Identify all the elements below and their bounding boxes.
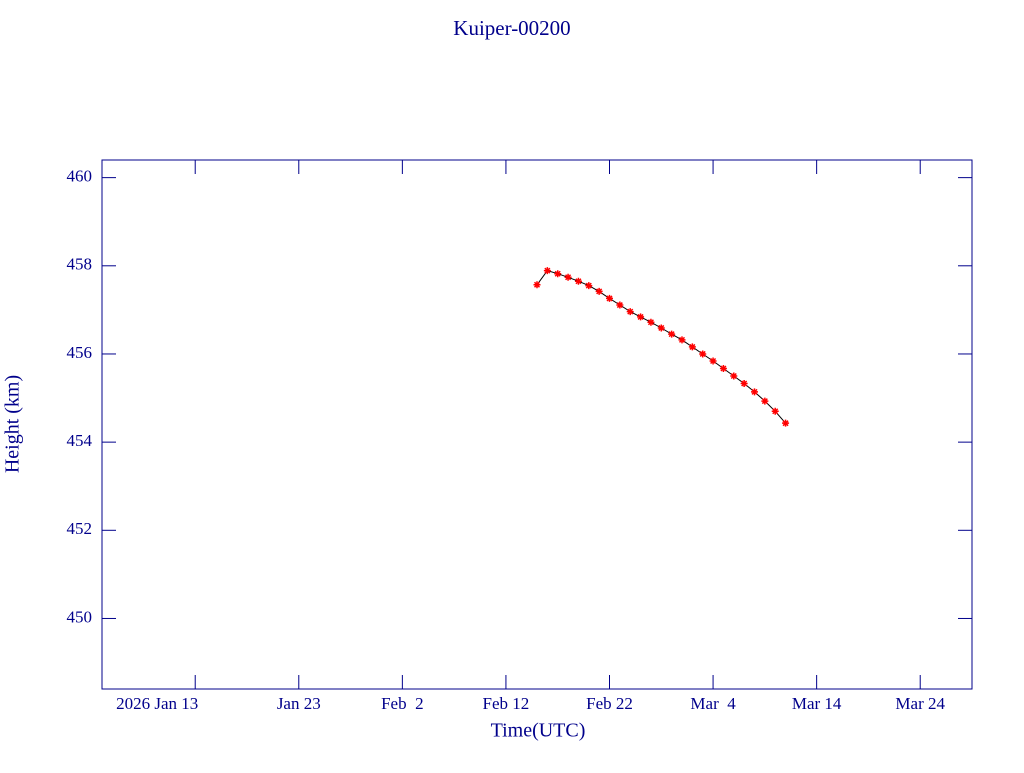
data-point	[554, 270, 562, 278]
data-point	[688, 343, 696, 351]
x-tick-label: 2026 Jan 13	[116, 694, 198, 713]
data-point	[585, 282, 593, 290]
x-tick-label: Feb 2	[381, 694, 424, 713]
y-tick-label: 450	[67, 607, 93, 626]
data-point	[626, 308, 634, 316]
data-point	[751, 388, 758, 396]
data-point	[771, 407, 779, 415]
y-tick-label: 458	[67, 255, 93, 274]
x-tick-label: Feb 12	[483, 694, 530, 713]
x-tick-label: Mar 14	[792, 694, 842, 713]
x-tick-label: Mar 4	[690, 694, 736, 713]
x-axis-label: Time(UTC)	[491, 720, 586, 742]
data-point	[740, 380, 748, 388]
data-point	[668, 330, 676, 338]
data-point	[761, 397, 769, 405]
x-tick-label: Feb 22	[586, 694, 633, 713]
y-tick-label: 452	[67, 519, 93, 538]
data-point	[657, 324, 665, 332]
data-point	[543, 267, 551, 275]
data-point	[709, 357, 717, 365]
data-point	[616, 301, 624, 309]
data-point	[606, 294, 613, 302]
y-axis-label: Height (km)	[2, 375, 24, 473]
data-point	[647, 318, 655, 326]
chart-title: Kuiper-00200	[453, 16, 570, 40]
data-point	[564, 273, 572, 281]
data-point	[533, 281, 541, 289]
data-line	[536, 270, 786, 424]
y-tick-label: 460	[67, 167, 93, 186]
data-point	[730, 372, 738, 380]
data-point	[574, 277, 582, 285]
y-tick-label: 456	[67, 343, 93, 362]
data-point	[637, 313, 645, 321]
x-tick-label: Mar 24	[895, 694, 945, 713]
data-point	[782, 419, 790, 427]
x-tick-label: Jan 23	[277, 694, 321, 713]
data-point	[678, 336, 686, 344]
data-point	[719, 365, 727, 373]
data-point	[699, 350, 707, 358]
plot-frame	[101, 159, 973, 690]
y-tick-label: 454	[67, 431, 93, 450]
data-point	[595, 287, 603, 295]
